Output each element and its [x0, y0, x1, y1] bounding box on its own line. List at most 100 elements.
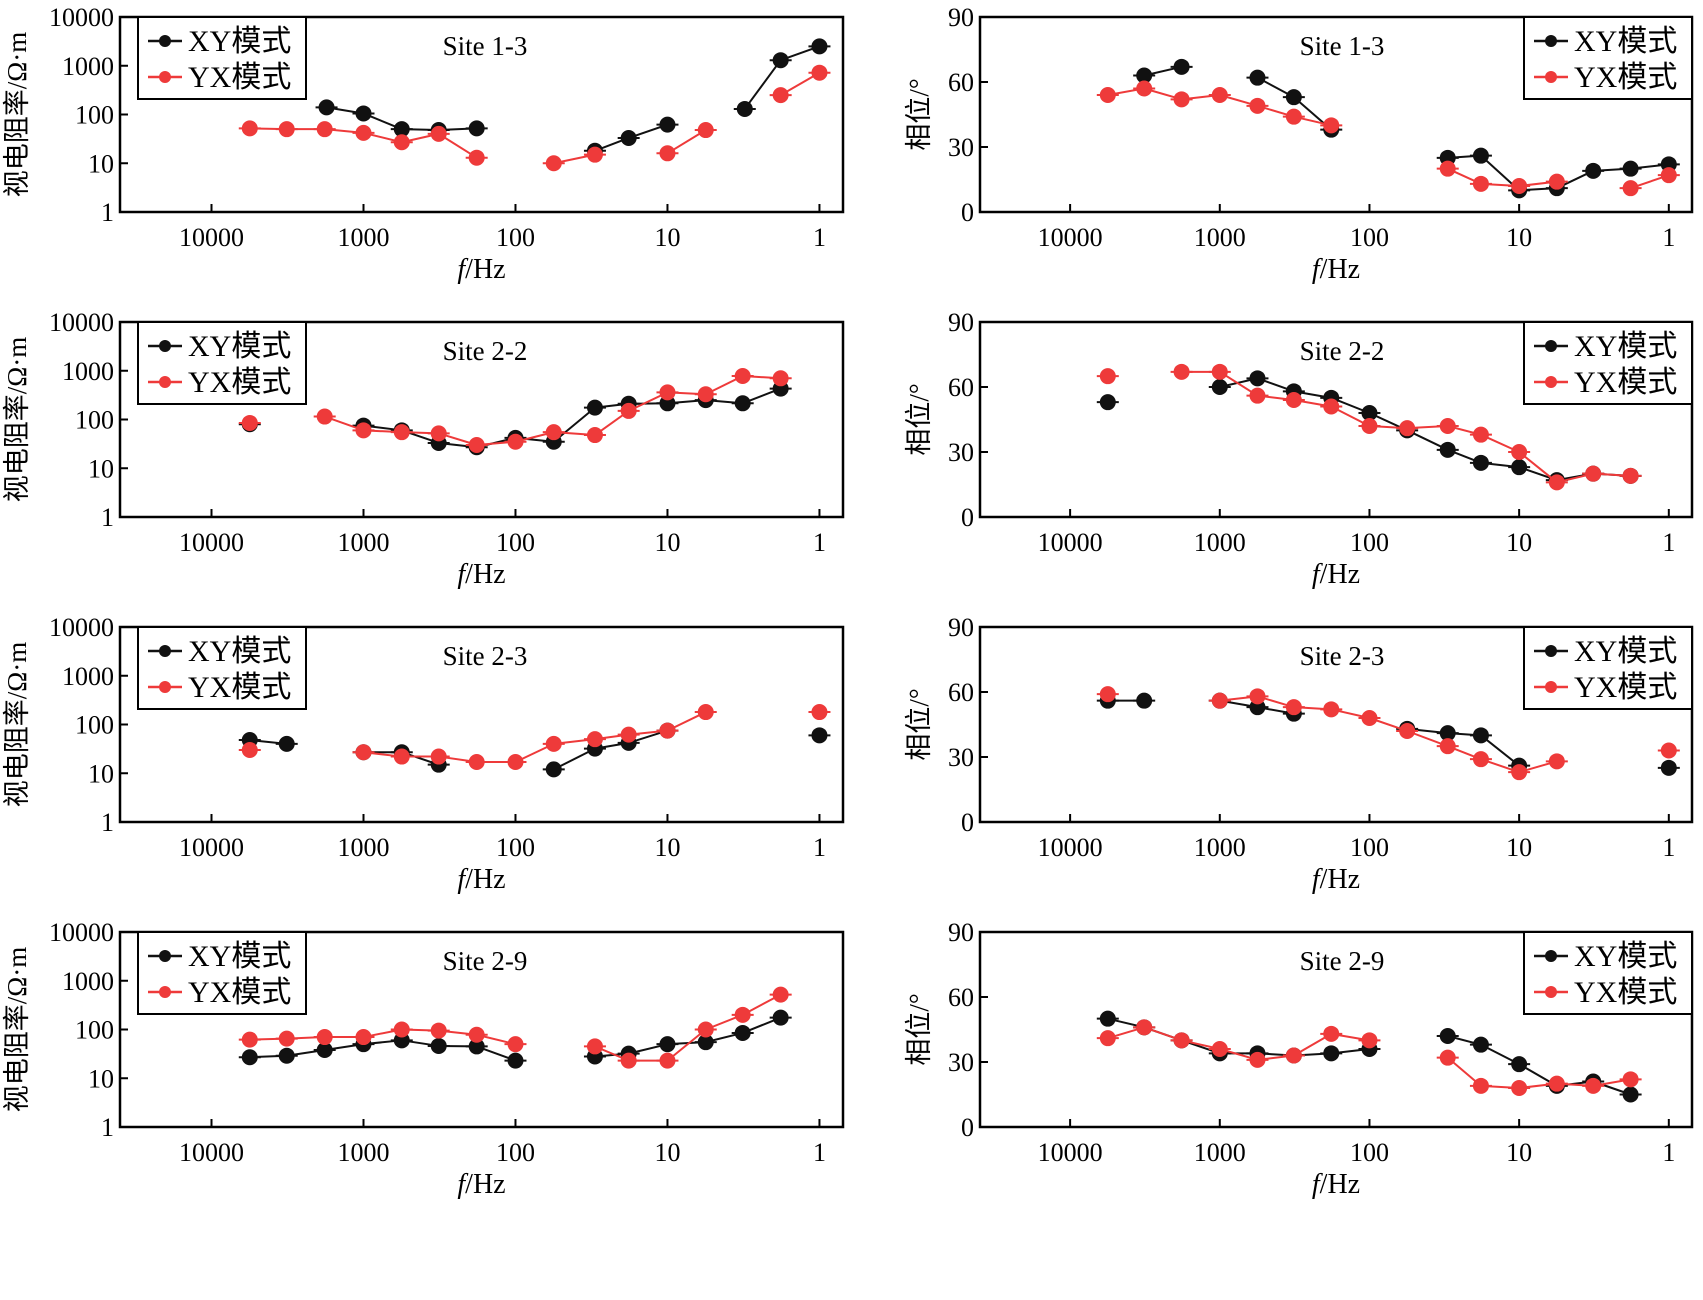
x-tick-label: 10000 — [1038, 833, 1103, 862]
data-point-yx — [697, 1021, 714, 1038]
y-tick-label: 1 — [101, 198, 114, 227]
y-tick-label: 30 — [948, 1048, 974, 1077]
legend-label: YX模式 — [1574, 61, 1677, 94]
data-point-yx — [620, 726, 637, 743]
x-axis-label-var: f — [457, 864, 468, 895]
x-tick-label: 10000 — [179, 528, 244, 557]
data-point-xy — [811, 38, 828, 55]
x-axis-label-var: f — [1312, 559, 1323, 590]
y-tick-label: 10 — [88, 149, 114, 178]
x-tick-label: 100 — [496, 833, 535, 862]
data-point-xy — [659, 1036, 676, 1053]
data-point-xy — [736, 100, 753, 117]
data-point-yx — [1099, 1030, 1116, 1047]
data-point-yx — [355, 744, 372, 761]
x-tick-label: 10000 — [179, 833, 244, 862]
x-tick-label: 10000 — [179, 223, 244, 252]
data-point-yx — [659, 145, 676, 162]
data-point-yx — [545, 155, 562, 172]
y-tick-label: 60 — [948, 68, 974, 97]
chart-title: Site 2-2 — [1300, 336, 1385, 366]
data-point-yx — [355, 422, 372, 439]
data-point-xy — [1249, 370, 1266, 387]
data-point-xy — [772, 1009, 789, 1026]
x-axis-label: f/Hz — [457, 559, 505, 590]
data-point-yx — [1548, 1075, 1565, 1092]
data-point-xy — [1439, 1028, 1456, 1044]
data-point-xy — [1361, 405, 1378, 421]
data-point-xy — [1099, 1010, 1116, 1027]
data-point-xy — [430, 1037, 447, 1054]
series-segment-xy — [1480, 734, 1520, 767]
data-point-yx — [1099, 686, 1116, 703]
data-point-yx — [1660, 167, 1677, 184]
chart-title: Site 1-3 — [443, 31, 528, 61]
x-tick-label: 10000 — [1038, 528, 1103, 557]
data-point-yx — [1511, 444, 1528, 460]
data-point-xy — [318, 99, 335, 116]
data-point-yx — [545, 424, 562, 441]
series-segment-yx — [666, 1028, 707, 1062]
data-point-xy — [278, 735, 295, 752]
data-point-yx — [1285, 699, 1302, 716]
legend-label: YX模式 — [188, 366, 291, 399]
x-axis-label-var: f — [457, 559, 468, 590]
data-point-yx — [1585, 465, 1602, 482]
plot-frame — [978, 15, 1694, 214]
chart-title: Site 2-9 — [1300, 946, 1385, 976]
data-point-yx — [1211, 363, 1228, 380]
x-axis-label: f/Hz — [457, 1169, 505, 1200]
data-point-yx — [1173, 363, 1190, 380]
data-point-yx — [1285, 1047, 1302, 1064]
legend-marker — [1545, 986, 1557, 998]
data-point-xy — [1472, 454, 1489, 471]
data-point-xy — [1439, 725, 1456, 742]
x-axis-label-var: f — [1312, 254, 1323, 285]
data-point-xy — [1660, 759, 1677, 776]
data-point-yx — [278, 121, 295, 138]
y-axis-label: 视电阻率/Ω·m — [2, 337, 32, 503]
x-tick-label: 10 — [654, 1138, 680, 1167]
y-tick-label: 0 — [961, 1113, 974, 1142]
y-axis-label: 相位/° — [904, 688, 934, 760]
data-point-yx — [1622, 1071, 1639, 1088]
x-tick-label: 10 — [1506, 223, 1532, 252]
legend-marker — [1545, 340, 1557, 352]
y-tick-label: 0 — [961, 808, 974, 837]
series-segment-xy — [743, 59, 782, 110]
y-tick-label: 10000 — [49, 613, 114, 642]
data-point-yx — [734, 368, 751, 385]
x-tick-label: 10000 — [179, 1138, 244, 1167]
data-point-xy — [734, 1024, 751, 1041]
chart-site-2-2-phase: 0 30 60 90 10000 1000 100 10 1 f/Hz 相位/° Site 2-2 XY… — [904, 308, 1694, 590]
y-tick-label: 1000 — [62, 662, 114, 691]
data-point-yx — [1249, 1051, 1266, 1068]
data-point-yx — [1249, 688, 1266, 705]
x-tick-label: 10 — [1506, 1138, 1532, 1167]
data-point-yx — [1622, 180, 1639, 197]
legend-marker — [159, 681, 171, 693]
x-axis-label-unit: /Hz — [465, 254, 505, 285]
data-point-yx — [772, 986, 789, 1003]
x-tick-label: 1 — [813, 223, 826, 252]
series-segment-yx — [1518, 451, 1558, 484]
data-point-yx — [430, 748, 447, 765]
x-tick-label: 1000 — [1194, 528, 1246, 557]
data-point-yx — [1285, 392, 1302, 408]
data-point-yx — [355, 1029, 372, 1046]
data-point-yx — [1399, 723, 1416, 739]
data-point-yx — [545, 735, 562, 752]
data-point-yx — [1323, 398, 1340, 415]
data-point-xy — [1323, 1045, 1340, 1062]
x-tick-label: 1000 — [337, 833, 389, 862]
data-point-yx — [1361, 418, 1378, 434]
data-point-xy — [1622, 160, 1639, 177]
data-point-xy — [1099, 394, 1116, 411]
data-point-yx — [241, 741, 258, 758]
legend-label: YX模式 — [1574, 671, 1677, 704]
plot-frame — [978, 320, 1694, 519]
data-point-xy — [1472, 727, 1489, 744]
